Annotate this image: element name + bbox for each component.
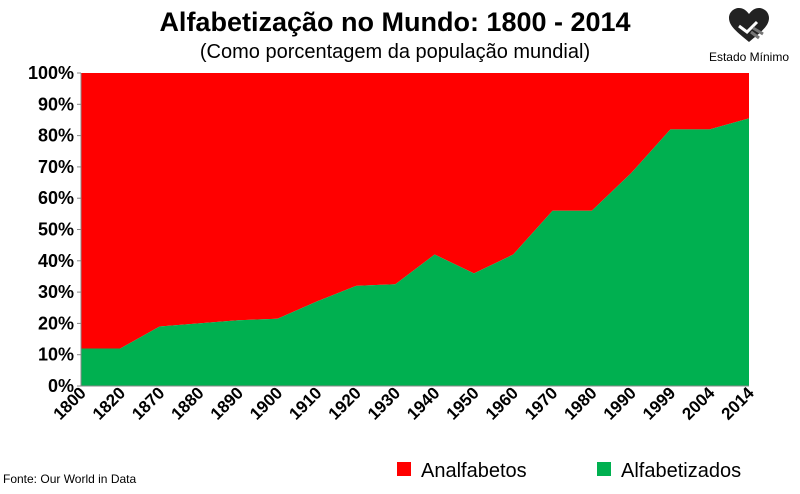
x-tick-label: 1930 bbox=[364, 383, 404, 423]
y-tick-label: 20% bbox=[38, 313, 74, 333]
x-tick-label: 1890 bbox=[207, 383, 247, 423]
x-axis: 1800 1820 1870 1880 1890 1900 1910 1920 1930 1940… bbox=[50, 383, 759, 424]
x-tick-label: 1820 bbox=[89, 383, 129, 423]
x-tick-label: 1960 bbox=[482, 383, 522, 423]
logo: Estado Mínimo bbox=[709, 8, 789, 64]
x-tick-label: 1980 bbox=[560, 383, 600, 423]
x-tick-label: 2014 bbox=[718, 383, 759, 424]
y-tick-label: 40% bbox=[38, 251, 74, 271]
x-tick-label: 1970 bbox=[521, 383, 561, 423]
y-tick-label: 90% bbox=[38, 94, 74, 114]
y-tick-label: 50% bbox=[38, 220, 74, 240]
y-tick-label: 60% bbox=[38, 188, 74, 208]
plot-area bbox=[80, 73, 749, 387]
x-tick-label: 1920 bbox=[325, 383, 365, 423]
legend-swatch bbox=[597, 462, 611, 476]
x-tick-label: 1950 bbox=[443, 383, 483, 423]
logo-text: Estado Mínimo bbox=[709, 50, 789, 64]
y-tick-label: 0% bbox=[48, 376, 74, 396]
y-tick-label: 10% bbox=[38, 345, 74, 365]
legend-label: Analfabetos bbox=[421, 460, 527, 482]
y-axis: 0% 10% 20% 30% 40% 50% 60% 70% 80% 90% 100% bbox=[28, 63, 81, 396]
legend-label: Alfabetizados bbox=[621, 460, 741, 482]
y-tick-label: 70% bbox=[38, 157, 74, 177]
x-tick-label: 1999 bbox=[639, 383, 679, 423]
legend: Analfabetos Alfabetizados bbox=[397, 460, 741, 482]
area-analfabetos bbox=[81, 73, 749, 349]
chart-subtitle: (Como porcentagem da população mundial) bbox=[200, 41, 590, 63]
x-tick-label: 1880 bbox=[168, 383, 208, 423]
x-tick-label: 1910 bbox=[285, 383, 325, 423]
y-tick-label: 100% bbox=[28, 63, 74, 83]
legend-swatch bbox=[397, 462, 411, 476]
x-tick-label: 1870 bbox=[128, 383, 168, 423]
y-tick-label: 30% bbox=[38, 282, 74, 302]
x-tick-label: 1990 bbox=[600, 383, 640, 423]
x-tick-label: 1940 bbox=[403, 383, 443, 423]
source-note: Fonte: Our World in Data bbox=[3, 472, 136, 486]
area-alfabetizados bbox=[81, 118, 749, 386]
x-tick-label: 2004 bbox=[678, 383, 719, 424]
y-tick-label: 80% bbox=[38, 126, 74, 146]
chart-title: Alfabetização no Mundo: 1800 - 2014 bbox=[159, 7, 630, 37]
heart-hands-icon bbox=[729, 8, 769, 42]
x-tick-label: 1900 bbox=[246, 383, 286, 423]
